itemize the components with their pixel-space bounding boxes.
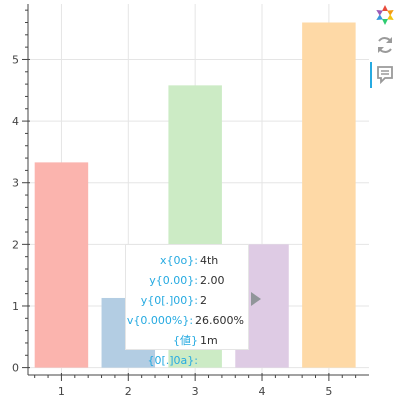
y-tick-label: 2 <box>12 238 19 251</box>
y-tick-label: 5 <box>12 53 19 66</box>
x-tick-label: 3 <box>192 385 199 398</box>
active-tool-indicator <box>370 62 372 88</box>
tooltip-key: x{0o}: <box>160 254 198 267</box>
tooltip-row: {値}{0[.]0a}: 1m <box>126 331 244 367</box>
reset-icon[interactable] <box>373 33 397 57</box>
tooltip-row: x{0o}: 4th <box>126 251 244 271</box>
axes: 0 1 2 3 4 5 1 2 3 4 5 <box>12 4 369 398</box>
bar <box>302 22 356 368</box>
bars <box>34 22 356 368</box>
tooltip-value: 4th <box>200 254 219 267</box>
tooltip-row: y{0[.]00}: 2 <box>126 291 244 311</box>
tooltip-key: {値}{0[.]0a}: <box>147 334 198 367</box>
tooltip-value: 26.600% <box>195 314 244 327</box>
bar <box>34 162 89 368</box>
tooltip-key: y{0.00}: <box>149 274 198 287</box>
y-tick-label: 3 <box>12 177 19 190</box>
tooltip-arrow-icon <box>251 292 261 306</box>
y-tick-label: 1 <box>12 300 19 313</box>
tooltip-value: 2 <box>200 294 207 307</box>
tooltip-row: y{0.00}: 2.00 <box>126 271 244 291</box>
hover-icon[interactable] <box>373 63 397 87</box>
y-tick-label: 4 <box>12 115 19 128</box>
bokeh-logo-icon[interactable] <box>373 3 397 27</box>
x-tick-label: 2 <box>125 385 132 398</box>
tooltip-key: v{0.000%}: <box>126 314 194 327</box>
x-tick-label: 1 <box>58 385 65 398</box>
tooltip-key: y{0[.]00}: <box>140 294 198 307</box>
hover-tooltip: x{0o}: 4th y{0.00}: 2.00 y{0[.]00}: 2 v{0.0… <box>125 244 249 367</box>
y-tick-label: 0 <box>12 362 19 375</box>
tooltip-value: 2.00 <box>200 274 225 287</box>
x-tick-label: 4 <box>259 385 266 398</box>
x-tick-label: 5 <box>325 385 332 398</box>
toolbar <box>370 0 400 100</box>
tooltip-row: v{0.000%}: 26.600% <box>126 311 244 331</box>
tooltip-value: 1m <box>200 334 218 347</box>
